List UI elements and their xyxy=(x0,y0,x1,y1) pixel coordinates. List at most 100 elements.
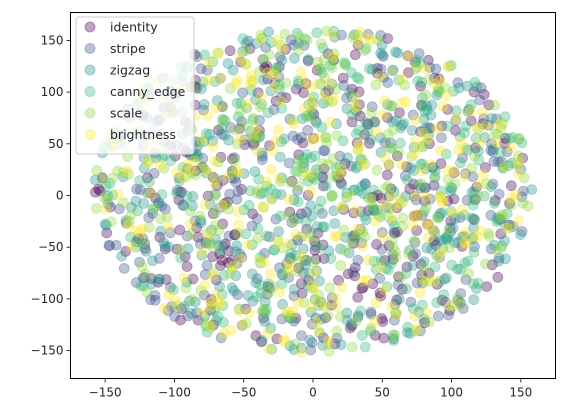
data-point xyxy=(473,154,485,166)
data-point xyxy=(263,26,275,38)
data-point xyxy=(385,100,397,112)
data-point xyxy=(356,237,367,249)
data-point xyxy=(390,308,402,319)
data-point xyxy=(278,133,290,145)
data-point xyxy=(318,221,330,233)
series-brightness xyxy=(100,26,524,358)
data-point xyxy=(100,203,111,215)
data-point xyxy=(369,117,381,128)
data-point xyxy=(297,267,309,279)
data-point xyxy=(195,63,207,75)
data-point xyxy=(464,106,476,117)
data-point xyxy=(308,266,320,278)
data-point xyxy=(497,162,509,174)
data-point xyxy=(100,180,112,192)
data-point xyxy=(350,102,362,113)
data-point xyxy=(229,152,240,164)
data-point xyxy=(153,252,165,264)
data-point xyxy=(316,122,328,133)
data-point xyxy=(275,189,287,200)
data-point xyxy=(452,145,464,156)
data-point xyxy=(240,58,252,70)
data-point xyxy=(250,132,262,144)
data-point xyxy=(219,198,231,210)
data-point xyxy=(285,310,296,322)
data-point xyxy=(275,96,287,107)
data-point xyxy=(450,124,461,136)
data-point xyxy=(138,198,150,209)
data-point xyxy=(339,59,351,70)
data-point xyxy=(357,282,369,294)
data-point xyxy=(211,289,222,301)
data-point xyxy=(262,107,274,119)
data-point xyxy=(329,218,341,230)
data-point xyxy=(243,307,255,319)
data-point xyxy=(202,190,214,202)
data-point xyxy=(501,208,513,220)
data-point xyxy=(220,198,232,210)
data-point xyxy=(494,213,506,225)
data-point xyxy=(320,132,332,144)
data-point xyxy=(409,56,421,68)
legend-marker-scale xyxy=(84,107,96,119)
data-point xyxy=(166,301,178,312)
data-point xyxy=(218,240,230,252)
data-point xyxy=(526,184,538,196)
data-point xyxy=(379,255,391,266)
data-point xyxy=(469,76,481,88)
data-point xyxy=(125,210,136,222)
data-point xyxy=(457,303,469,315)
data-point xyxy=(302,175,314,187)
data-point xyxy=(246,220,258,232)
data-point xyxy=(331,231,343,243)
data-point xyxy=(275,175,287,187)
data-point xyxy=(171,243,183,255)
data-point xyxy=(419,138,431,150)
data-point xyxy=(276,102,288,114)
data-point xyxy=(501,222,513,234)
data-point xyxy=(298,76,310,87)
data-point xyxy=(385,190,397,202)
data-point xyxy=(361,119,373,130)
data-point xyxy=(234,105,246,117)
data-point xyxy=(353,37,364,49)
data-point xyxy=(325,253,337,264)
data-point xyxy=(436,120,448,132)
data-point xyxy=(386,100,398,112)
data-point xyxy=(214,281,226,293)
data-point xyxy=(273,61,285,73)
data-point xyxy=(158,162,170,174)
data-point xyxy=(513,150,524,162)
data-point xyxy=(149,294,161,306)
data-point xyxy=(403,247,414,259)
data-point xyxy=(444,304,456,316)
data-point xyxy=(408,235,420,247)
data-point xyxy=(478,113,490,125)
data-point xyxy=(105,216,117,228)
data-point xyxy=(213,240,225,251)
data-point xyxy=(178,272,190,284)
data-point xyxy=(379,284,391,296)
data-point xyxy=(483,230,495,242)
data-point xyxy=(390,251,402,263)
data-point xyxy=(288,52,300,64)
data-point xyxy=(184,218,196,230)
x-tick-label: −50 xyxy=(231,386,256,400)
data-point xyxy=(334,150,346,162)
data-point xyxy=(407,109,419,121)
data-point xyxy=(231,193,243,205)
data-point xyxy=(222,58,234,69)
data-point xyxy=(288,212,300,224)
data-point xyxy=(274,286,286,298)
data-point xyxy=(296,287,308,299)
data-point xyxy=(238,120,250,132)
data-point xyxy=(453,82,465,94)
data-point xyxy=(181,230,193,242)
data-point xyxy=(375,47,387,59)
data-point xyxy=(349,92,360,103)
data-point xyxy=(132,236,144,248)
data-point xyxy=(145,294,157,306)
data-point xyxy=(471,81,483,93)
data-point xyxy=(389,329,401,341)
